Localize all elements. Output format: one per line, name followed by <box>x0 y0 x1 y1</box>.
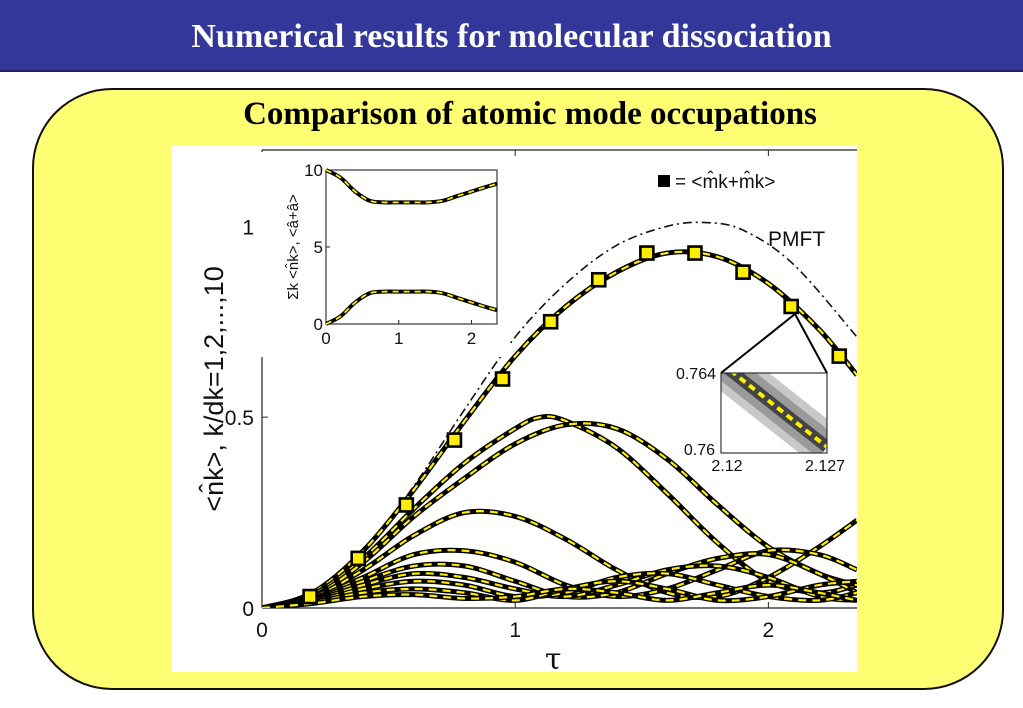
inset-y-tick-label: 5 <box>314 238 323 257</box>
marker-square <box>494 371 511 387</box>
inset-background <box>259 152 509 357</box>
figure: 0 1 2 0 0.5 1 τ <n̂k>, k/dk=1,2,...,10 PMFT = <m̂… <box>171 146 857 672</box>
zoom-frame <box>720 372 828 454</box>
inset-y-axis-label: Σk <n̂k>, <â+â> <box>285 194 302 300</box>
series-7-dash <box>262 564 857 608</box>
marker-square <box>687 245 703 261</box>
x-axis-label: τ <box>545 642 562 672</box>
marker-square <box>446 432 463 448</box>
x-tick-label: 1 <box>509 619 521 642</box>
y-tick-label: 1 <box>242 216 254 239</box>
zoom-y-tick-label: 0.764 <box>676 366 716 383</box>
slide-subtitle: Comparison of atomic mode occupations <box>243 96 817 132</box>
chart-svg: 0 1 2 0 0.5 1 τ <n̂k>, k/dk=1,2,...,10 PMFT = <m̂… <box>199 149 857 672</box>
inset-series-1-dash <box>325 169 498 204</box>
zoom-connector-line <box>794 313 828 374</box>
inset-x-tick-label: 2 <box>467 329 476 348</box>
legend-marker <box>658 175 670 187</box>
slide-title: Numerical results for molecular dissocia… <box>191 18 832 55</box>
series-10-dash <box>262 583 857 608</box>
title-bar: Numerical results for molecular dissocia… <box>0 0 1023 72</box>
marker-square <box>398 497 415 513</box>
series-8-dash <box>262 572 857 608</box>
marker-square <box>542 313 559 330</box>
inset-x-tick-label: 0 <box>321 329 330 348</box>
series-9-dash <box>262 580 857 608</box>
zoom-x-tick-label: 2.127 <box>805 458 845 475</box>
y-axis-label: <n̂k>, k/dk=1,2,...,10 <box>199 266 229 511</box>
inset-series-2-dash <box>325 290 498 325</box>
pmft-label: PMFT <box>768 228 825 251</box>
curves-group <box>262 221 857 608</box>
series-5-dash <box>262 548 857 608</box>
y-tick-label: 0.5 <box>225 407 254 430</box>
zoom-y-tick-label: 0.76 <box>684 442 715 459</box>
marker-square <box>783 298 799 315</box>
zoom-x-tick-label: 2.12 <box>711 458 742 475</box>
x-tick-label: 2 <box>763 619 775 642</box>
marker-square <box>590 271 607 288</box>
x-tick-label: 0 <box>256 619 268 642</box>
inset-x-tick-label: 1 <box>394 329 403 348</box>
y-tick-label: 0 <box>242 598 254 621</box>
marker-square <box>639 245 655 261</box>
legend-label: = <m̂k+m̂k> <box>675 171 775 193</box>
inset-y-tick-label: 10 <box>304 161 323 180</box>
zoom-connector-line <box>720 313 796 374</box>
marker-square <box>302 588 318 605</box>
marker-square <box>831 348 848 364</box>
marker-square <box>735 264 751 280</box>
zoom-curve-dash <box>730 373 827 449</box>
marker-square <box>350 550 367 567</box>
inset-y-tick-label: 0 <box>314 315 323 334</box>
zoom-group <box>721 373 827 453</box>
